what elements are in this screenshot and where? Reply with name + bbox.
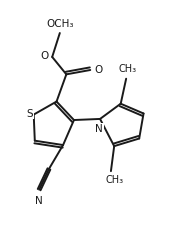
Text: N: N [35,196,43,206]
Text: OCH₃: OCH₃ [46,19,74,29]
Text: S: S [26,109,33,119]
Text: CH₃: CH₃ [105,175,123,185]
Text: N: N [95,124,103,134]
Text: O: O [95,65,103,75]
Text: O: O [40,51,48,61]
Text: CH₃: CH₃ [118,64,136,74]
